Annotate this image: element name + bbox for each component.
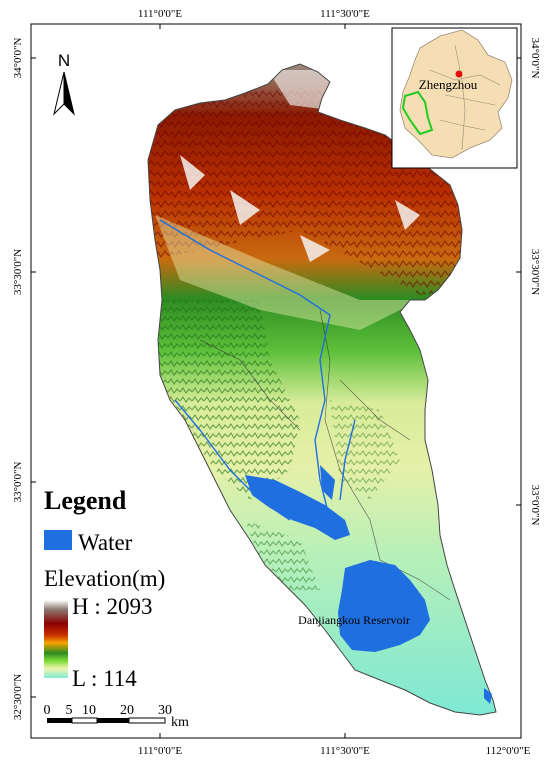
graticule-marks [31,24,522,738]
danjiangkou-reservoir-shape [338,560,430,652]
scale-tick-label: 5 [66,703,73,718]
legend-title: Legend [44,486,127,515]
left-tick-label: 32°30'0"N [12,674,24,720]
study-area-outline [401,90,434,136]
province-outline [399,29,513,159]
north-label: N [58,51,70,70]
elevation-high-label: H : 2093 [72,594,153,619]
bottom-tick-label: 111°30'0"E [320,745,370,757]
reservoir-label: Danjiangkou Reservoir [298,613,410,627]
summit-area [268,70,330,110]
scale-bar: 0 5 10 20 30 km [44,703,190,730]
bottom-tick-label: 112°0'0"E [486,745,531,757]
top-tick-label: 111°30'0"E [320,8,370,20]
water-label: Water [78,530,133,555]
left-tick-label: 33°0'0"N [12,462,24,503]
north-arrow: N [53,51,75,116]
top-tick-label: 111°0'0"E [138,8,183,20]
scale-tick-label: 30 [158,703,172,718]
city-marker-icon [455,70,463,78]
left-tick-label: 33°30'0"N [12,249,24,295]
study-region [147,63,497,716]
scale-tick-label: 0 [44,703,51,718]
scale-unit: km [171,715,189,730]
scale-tick-label: 10 [82,703,96,718]
right-tick-label: 33°30'0"N [529,249,541,295]
inset-map: Zhengzhou [391,27,518,169]
elevation-title: Elevation(m) [44,566,165,591]
water-swatch [44,530,72,550]
scale-tick-label: 20 [120,703,134,718]
bottom-tick-label: 111°0'0"E [138,745,183,757]
water-upper-arm [245,475,350,540]
city-label: Zhengzhou [419,77,478,92]
right-tick-label: 33°0'0"N [529,485,541,526]
legend: Legend Water Elevation(m) H : 2093 L : 1… [44,486,165,691]
elevation-ramp [44,600,68,678]
right-tick-label: 34°0'0"N [529,38,541,79]
water-bodies [245,465,492,704]
left-tick-label: 34°0'0"N [12,38,24,79]
elevation-low-label: L : 114 [72,666,137,691]
